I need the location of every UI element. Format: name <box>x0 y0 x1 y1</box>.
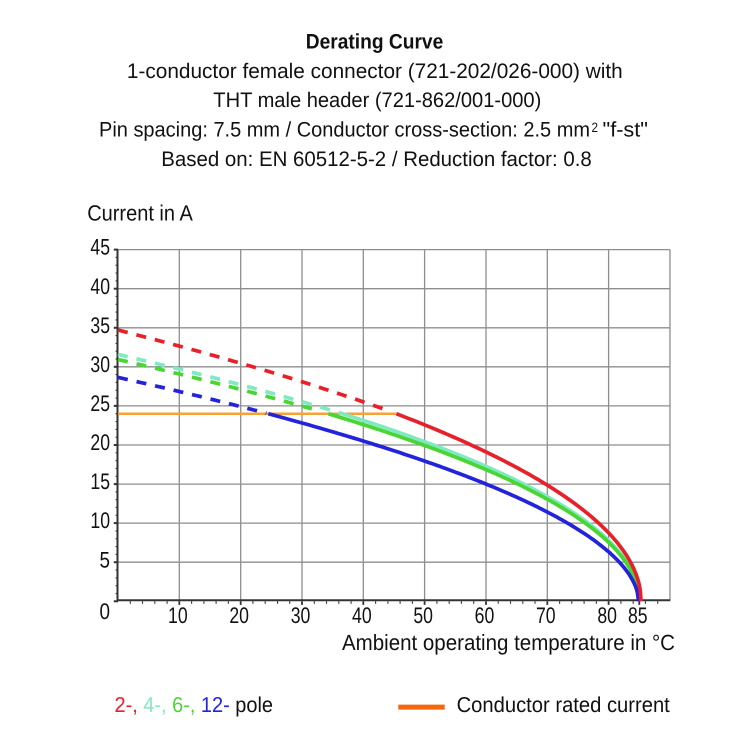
svg-text:20: 20 <box>229 603 249 628</box>
svg-text:50: 50 <box>413 603 433 628</box>
svg-text:30: 30 <box>90 352 110 377</box>
svg-text:5: 5 <box>100 547 111 572</box>
svg-text:1-conductor female connector (: 1-conductor female connector (721-202/02… <box>127 60 623 83</box>
svg-text:Conductor rated current: Conductor rated current <box>457 693 670 717</box>
svg-text:0: 0 <box>100 599 111 624</box>
svg-text:Ambient operating temperature: Ambient operating temperature in °C <box>342 630 675 655</box>
svg-text:Current in A: Current in A <box>87 201 193 226</box>
svg-text:80: 80 <box>597 603 617 628</box>
svg-text:60: 60 <box>475 603 495 628</box>
svg-text:85: 85 <box>628 603 648 628</box>
svg-text:2: 2 <box>592 120 599 135</box>
svg-text:30: 30 <box>291 603 311 628</box>
svg-text:Pin spacing: 7.5 mm / Conducto: Pin spacing: 7.5 mm / Conductor cross-se… <box>99 119 590 142</box>
svg-text:40: 40 <box>352 603 372 628</box>
svg-text:70: 70 <box>536 603 556 628</box>
svg-text:Based on: EN 60512-5-2 / Reduc: Based on: EN 60512-5-2 / Reduction facto… <box>161 148 592 171</box>
svg-text:THT male header (721-862/001-0: THT male header (721-862/001-000) <box>213 89 541 112</box>
svg-text:Derating Curve: Derating Curve <box>306 31 444 54</box>
svg-text:35: 35 <box>90 313 110 338</box>
svg-text:"f-st": "f-st" <box>603 119 649 142</box>
svg-text:45: 45 <box>90 235 110 260</box>
svg-text:25: 25 <box>90 391 110 416</box>
svg-text:10: 10 <box>90 508 110 533</box>
svg-text:2-, 4-, 6-, 12- pole: 2-, 4-, 6-, 12- pole <box>115 693 274 717</box>
svg-text:15: 15 <box>90 469 110 494</box>
svg-text:40: 40 <box>90 274 110 299</box>
svg-text:10: 10 <box>168 603 188 628</box>
svg-text:20: 20 <box>90 430 110 455</box>
